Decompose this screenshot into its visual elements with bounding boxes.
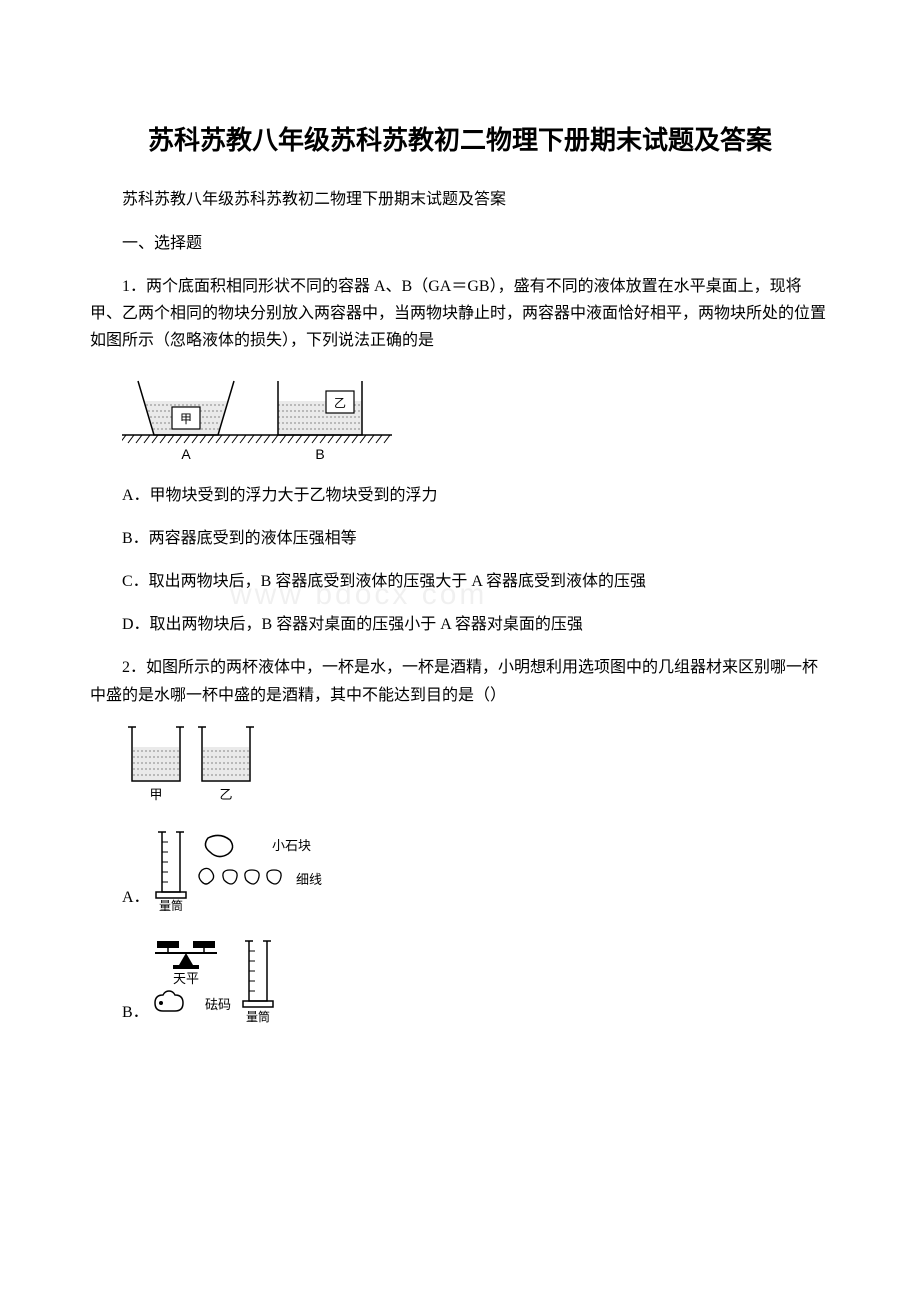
page-subtitle: 苏科苏教八年级苏科苏教初二物理下册期末试题及答案 [90, 185, 830, 209]
q1-label-jia: 甲 [180, 412, 192, 426]
q1-option-B: B．两容器底受到的液体压强相等 [90, 525, 830, 552]
q1-label-A: A [181, 446, 191, 462]
q1-option-C: C．取出两物块后，B 容器底受到液体的压强大于 A 容器底受到液体的压强 [90, 568, 830, 595]
q2-A-thread-label: 细线 [296, 872, 322, 887]
q1-option-D: D．取出两物块后，B 容器对桌面的压强小于 A 容器对桌面的压强 [90, 611, 830, 638]
q2-B-weights-label: 砝码 [205, 997, 231, 1012]
q2-B-cylinder-label: 量筒 [246, 1009, 270, 1024]
question-1-text: 1．两个底面积相同形状不同的容器 A、B（GA＝GB），盛有不同的液体放置在水平… [90, 273, 830, 355]
q1-label-yi: 乙 [334, 396, 346, 410]
q2-option-A: A． 量筒 小石块 细线 [90, 826, 830, 911]
question-2-text: 2．如图所示的两杯液体中，一杯是水，一杯是酒精，小明想利用选项图中的几组器材来区… [90, 654, 830, 708]
page-title: 苏科苏教八年级苏科苏教初二物理下册期末试题及答案 [90, 120, 830, 157]
q1-option-A: A．甲物块受到的浮力大于乙物块受到的浮力 [90, 482, 830, 509]
question-1-figure: 甲 乙 [122, 367, 830, 462]
q2-option-A-letter: A． [122, 884, 150, 911]
q2-B-balance-label: 天平 [173, 971, 199, 986]
q2-A-cylinder-label: 量筒 [159, 898, 183, 911]
q2-option-B-letter: B． [122, 999, 149, 1026]
question-2-beakers: 甲 乙 [122, 721, 830, 806]
q1-containers-diagram: 甲 乙 [122, 367, 402, 462]
q2-option-B-diagram: 天平 砝码 量筒 [149, 931, 319, 1026]
q2-beakers-diagram: 甲 乙 [122, 721, 272, 806]
q2-beaker-label-jia: 甲 [149, 787, 162, 802]
q2-option-B: B． 天平 砝码 [90, 931, 830, 1026]
q2-option-A-diagram: 量筒 小石块 细线 [150, 826, 325, 911]
section-heading: 一、选择题 [90, 229, 830, 253]
q1-label-B: B [315, 446, 324, 462]
q2-A-stone-label: 小石块 [272, 838, 311, 853]
q2-beaker-label-yi: 乙 [219, 787, 232, 802]
